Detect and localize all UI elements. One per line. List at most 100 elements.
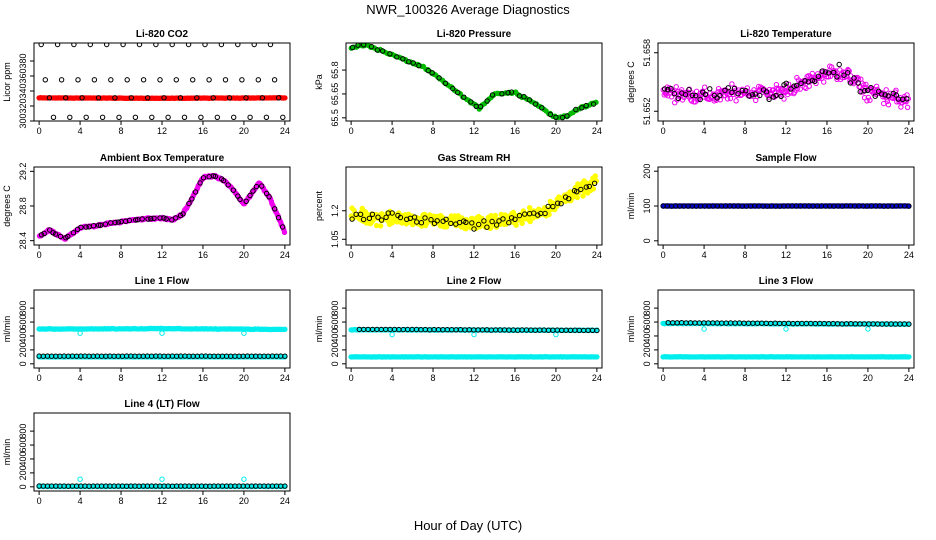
y-tick-label: 400 — [18, 328, 28, 343]
chart-title: Line 4 (LT) Flow — [124, 399, 200, 410]
data-point — [668, 94, 675, 100]
x-tick-label: 24 — [280, 373, 290, 383]
data-point — [263, 114, 270, 121]
data-point — [47, 227, 53, 233]
data-point — [471, 331, 477, 338]
x-tick-label: 0 — [661, 250, 666, 260]
data-point — [689, 90, 695, 96]
data-point — [42, 77, 48, 83]
data-point — [868, 84, 874, 91]
data-point — [83, 224, 89, 230]
data-point — [471, 226, 477, 232]
data-point — [822, 69, 829, 75]
data-points — [36, 172, 288, 242]
y-tick-label: 28.8 — [18, 197, 28, 215]
data-point — [79, 95, 85, 101]
data-point — [108, 77, 114, 83]
data-point — [90, 223, 97, 229]
data-point — [516, 212, 523, 219]
data-point — [377, 223, 384, 229]
data-point — [181, 114, 188, 121]
data-point — [77, 330, 83, 336]
data-point — [532, 101, 539, 107]
data-point — [70, 230, 77, 236]
y-tick-label: 29.2 — [18, 163, 28, 181]
data-point — [757, 92, 763, 99]
data-point — [505, 90, 511, 96]
x-tick-label: 8 — [431, 126, 436, 136]
data-point — [77, 476, 83, 482]
y-tick-label: 65.8 — [330, 61, 340, 79]
x-tick-label: 4 — [78, 250, 83, 260]
data-point — [220, 177, 227, 184]
data-point — [282, 95, 288, 101]
data-point — [222, 77, 229, 83]
data-point — [450, 85, 456, 92]
data-point — [675, 95, 681, 102]
data-point — [484, 224, 490, 230]
data-point — [145, 95, 151, 101]
data-point — [749, 92, 756, 98]
x-tick-label: 0 — [349, 126, 354, 136]
data-point — [531, 210, 537, 216]
data-point — [355, 43, 361, 48]
y-tick-label: 200 — [642, 164, 652, 179]
data-point — [819, 68, 825, 74]
data-point — [263, 190, 270, 197]
x-tick-label: 12 — [781, 126, 791, 136]
data-point — [731, 85, 738, 92]
y-tick-label: 28.4 — [18, 232, 28, 250]
x-tick-label: 20 — [239, 496, 249, 506]
data-point — [436, 75, 442, 81]
plot-frame — [345, 42, 603, 122]
y-tick-label: 300 — [18, 113, 28, 128]
data-point — [725, 85, 731, 91]
data-point — [161, 95, 167, 101]
x-tick-label: 20 — [863, 126, 873, 136]
y-tick-label: 800 — [18, 424, 28, 439]
y-tick-label: 600 — [330, 315, 340, 330]
data-point — [275, 215, 282, 221]
x-tick-label: 8 — [119, 496, 124, 506]
x-tick-label: 0 — [37, 250, 42, 260]
data-point — [104, 43, 110, 48]
data-point — [95, 95, 102, 101]
data-point — [133, 217, 139, 223]
data-points — [36, 476, 288, 490]
data-point — [282, 326, 288, 332]
data-point — [241, 476, 247, 482]
data-point — [583, 102, 589, 109]
data-point — [157, 77, 163, 83]
y-tick-label: 800 — [330, 301, 340, 316]
data-point — [251, 43, 257, 48]
x-tick-label: 8 — [119, 126, 124, 136]
data-point — [116, 114, 122, 121]
data-point — [881, 100, 887, 107]
data-point — [863, 81, 869, 88]
y-tick-label: 100 — [642, 198, 652, 213]
x-tick-label: 4 — [78, 496, 83, 506]
data-point — [173, 215, 179, 221]
data-point — [96, 222, 102, 228]
data-point — [847, 80, 854, 86]
data-point — [763, 89, 770, 95]
y-tick-label: 800 — [642, 301, 652, 316]
x-tick-label: 4 — [702, 250, 707, 260]
data-point — [428, 217, 434, 223]
data-point — [500, 216, 506, 222]
x-tick-label: 16 — [198, 250, 208, 260]
data-point — [499, 91, 505, 97]
data-point — [235, 43, 241, 48]
data-point — [496, 218, 502, 224]
data-point — [802, 78, 808, 84]
data-point — [841, 72, 847, 78]
plot-frame — [657, 42, 915, 122]
data-point — [225, 182, 231, 188]
data-point — [476, 221, 482, 228]
data-point — [885, 102, 892, 108]
x-tick-label: 20 — [551, 126, 561, 136]
data-point — [773, 82, 780, 88]
data-point — [409, 222, 416, 228]
x-tick-label: 4 — [390, 250, 395, 260]
data-point — [701, 326, 707, 332]
